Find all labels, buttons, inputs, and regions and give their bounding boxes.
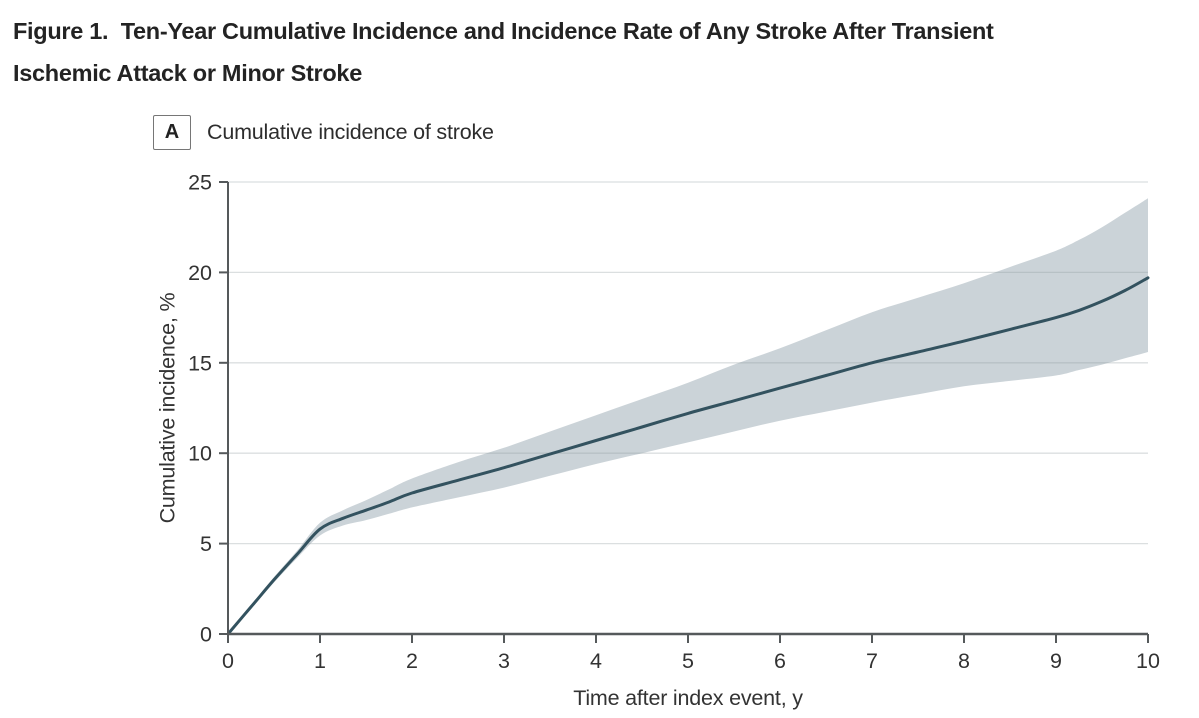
x-tick-label: 3 — [498, 649, 510, 673]
x-tick-label: 5 — [682, 649, 694, 673]
x-tick-label: 1 — [314, 649, 326, 673]
x-tick-label: 7 — [866, 649, 878, 673]
x-tick-label: 4 — [590, 649, 602, 673]
x-tick-label: 0 — [222, 649, 234, 673]
panel-subtitle: Cumulative incidence of stroke — [207, 120, 494, 144]
x-tick-label: 9 — [1050, 649, 1062, 673]
y-tick-label: 15 — [188, 351, 212, 375]
panel-header: A Cumulative incidence of stroke — [153, 115, 494, 150]
x-tick-label: 2 — [406, 649, 418, 673]
x-tick-label: 6 — [774, 649, 786, 673]
confidence-band — [228, 198, 1148, 635]
y-tick-label: 20 — [188, 261, 212, 285]
figure-title-line2: Ischemic Attack or Minor Stroke — [13, 60, 362, 86]
y-tick-label: 25 — [188, 171, 212, 195]
y-tick-label: 0 — [200, 623, 212, 647]
incidence-curve — [226, 276, 1150, 636]
x-tick-label: 10 — [1136, 649, 1160, 673]
y-tick-label: 5 — [200, 532, 212, 556]
figure-title: Figure 1. Ten-Year Cumulative Incidence … — [13, 10, 1188, 94]
x-tick-label: 8 — [958, 649, 970, 673]
x-axis-title: Time after index event, y — [573, 686, 803, 710]
y-tick-label: 10 — [188, 442, 212, 466]
panel-a-badge: A — [153, 115, 191, 150]
figure-title-line1: Figure 1. Ten-Year Cumulative Incidence … — [13, 18, 994, 44]
